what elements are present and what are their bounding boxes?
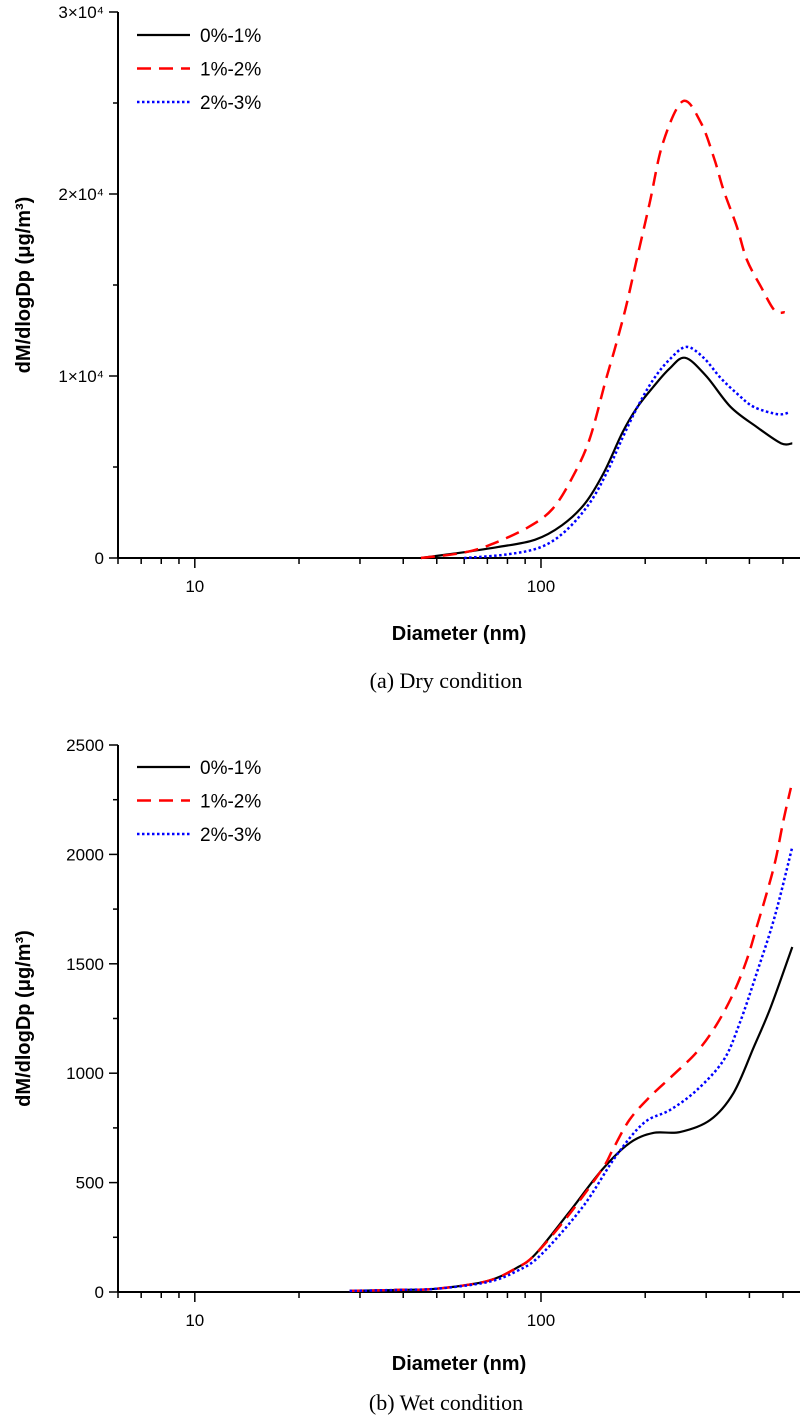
x-tick-label: 10 (185, 577, 204, 596)
x-tick-label: 100 (527, 577, 555, 596)
y-axis-title: dM/dlogDp (μg/m³) (13, 930, 35, 1107)
legend-label: 2%-3% (200, 825, 261, 846)
legend-label: 1%-2% (200, 792, 261, 813)
y-tick-label: 3×10⁴ (58, 3, 104, 22)
series-line-0%-1% (349, 946, 794, 1293)
y-tick-label: 2×10⁴ (58, 185, 104, 204)
y-tick-label: 2500 (66, 736, 104, 755)
x-tick-label: 10 (185, 1311, 204, 1330)
x-axis-title: Diameter (nm) (392, 1353, 526, 1375)
legend-label: 2%-3% (200, 93, 261, 114)
y-tick-label: 1500 (66, 955, 104, 974)
series-line-1%-2% (420, 99, 785, 560)
series-line-2%-3% (349, 846, 794, 1293)
y-tick-label: 1000 (66, 1064, 104, 1083)
series-line-0%-1% (420, 356, 793, 560)
x-axis-title: Diameter (nm) (392, 623, 526, 645)
y-tick-label: 0 (95, 549, 104, 568)
y-tick-label: 2000 (66, 845, 104, 864)
series-line-2%-3% (464, 345, 790, 560)
series-line-1%-2% (349, 787, 793, 1293)
figure-caption: (a) Dry condition (370, 668, 523, 693)
x-tick-label: 100 (527, 1311, 555, 1330)
legend-label: 0%-1% (200, 26, 261, 47)
y-tick-label: 1×10⁴ (58, 367, 104, 386)
y-axis-title: dM/dlogDp (μg/m³) (13, 197, 35, 374)
chart-dry-condition: 10 100 0 1×10⁴ 2×10⁴ 3×10⁴ Diameter (nm) dM/dlo… (13, 3, 800, 693)
figure-caption: (b) Wet condition (369, 1390, 523, 1415)
legend-label: 0%-1% (200, 758, 261, 779)
y-tick-label: 500 (76, 1174, 104, 1193)
y-tick-label: 0 (95, 1283, 104, 1302)
legend-label: 1%-2% (200, 60, 261, 81)
